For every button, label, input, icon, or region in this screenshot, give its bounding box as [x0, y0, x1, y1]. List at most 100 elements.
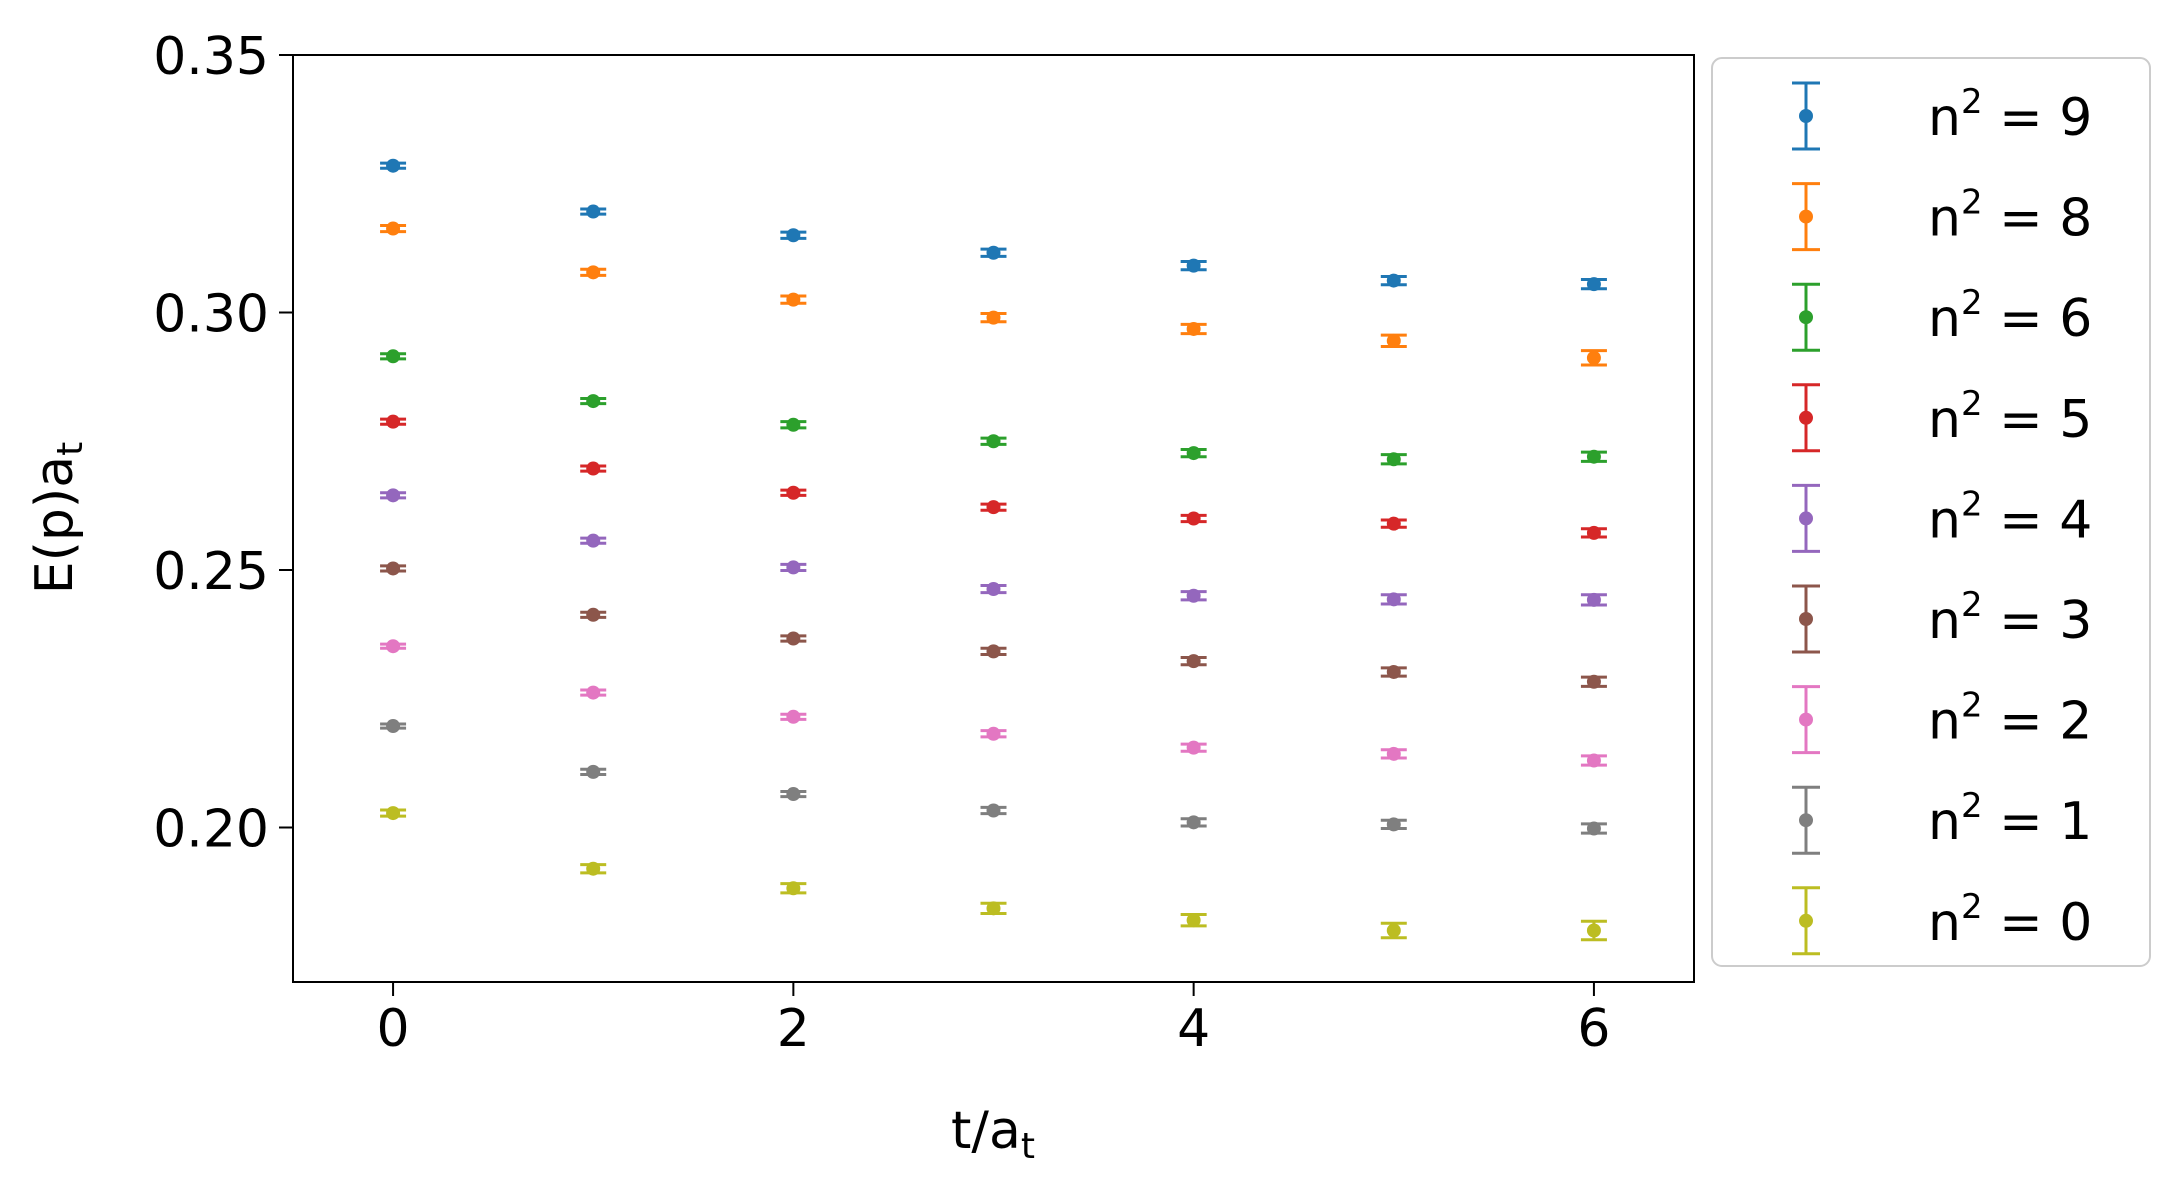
legend-label: n2 = 2 [1928, 686, 2092, 752]
plot-area [293, 55, 1694, 982]
data-point [1586, 592, 1601, 607]
data-point [586, 861, 601, 876]
series-0 [380, 158, 1607, 292]
data-point [1586, 449, 1601, 464]
data-point [386, 561, 401, 576]
legend-marker [1799, 612, 1813, 626]
series-1 [380, 221, 1607, 367]
y-tick-label: 0.35 [153, 27, 269, 87]
data-point [586, 533, 601, 548]
data-point [986, 434, 1001, 449]
legend-entry: n2 = 1 [1792, 785, 2092, 855]
y-axis-ticks: 0.20 0.25 0.30 0.35 [153, 27, 293, 860]
data-point [1186, 321, 1201, 336]
data-point [1186, 511, 1201, 526]
x-axis-ticks: 0 2 4 6 [377, 982, 1610, 1059]
legend-label: n2 = 3 [1928, 585, 2092, 651]
data-point [1186, 913, 1201, 928]
plot-frame [292, 54, 1695, 983]
data-point [1386, 592, 1401, 607]
data-point [1586, 821, 1601, 836]
data-point [1386, 452, 1401, 467]
legend-entry: n2 = 9 [1792, 81, 2092, 151]
data-point [786, 787, 801, 802]
data-point [786, 417, 801, 432]
legend-marker [1799, 310, 1813, 325]
data-point [1386, 746, 1401, 761]
series-4 [380, 488, 1607, 607]
legend-entry: n2 = 2 [1792, 685, 2092, 755]
legend-marker [1799, 511, 1813, 526]
x-tick-label: 2 [777, 999, 810, 1059]
data-point [1386, 516, 1401, 531]
data-point [1386, 923, 1401, 938]
data-point [386, 158, 401, 173]
data-point [1586, 674, 1601, 689]
series-8 [380, 806, 1607, 942]
data-marks [380, 158, 1607, 942]
legend-entry: n2 = 3 [1792, 584, 2092, 654]
legend-entry: n2 = 8 [1792, 182, 2092, 252]
data-point [586, 204, 601, 219]
data-point [586, 607, 601, 622]
data-point [986, 901, 1001, 916]
y-tick-label: 0.25 [153, 542, 269, 602]
legend-marker [1799, 913, 1813, 928]
data-point [586, 764, 601, 779]
series-2 [380, 349, 1607, 467]
legend-entry: n2 = 0 [1792, 886, 2092, 956]
data-point [1186, 815, 1201, 830]
legend-marker [1799, 109, 1813, 123]
data-point [1586, 525, 1601, 540]
data-point [1386, 664, 1401, 679]
data-point [986, 726, 1001, 741]
data-point [1186, 446, 1201, 461]
data-point [786, 485, 801, 500]
data-point [1186, 258, 1201, 273]
legend-marker [1799, 209, 1813, 224]
data-point [386, 349, 401, 364]
data-point [786, 631, 801, 646]
data-point [1386, 273, 1401, 288]
data-point [386, 719, 401, 734]
data-point [386, 639, 401, 654]
data-point [986, 803, 1001, 818]
data-point [786, 709, 801, 724]
data-point [1586, 753, 1601, 768]
x-tick-label: 0 [377, 999, 410, 1059]
legend-label: n2 = 4 [1928, 484, 2092, 550]
legend-marker [1799, 410, 1813, 425]
data-point [586, 461, 601, 476]
data-point [1586, 923, 1601, 938]
data-point [1186, 654, 1201, 669]
data-point [1186, 588, 1201, 603]
legend-label: n2 = 0 [1928, 887, 2092, 953]
data-point [586, 394, 601, 409]
legend-label: n2 = 9 [1928, 82, 2092, 148]
x-tick-label: 6 [1577, 999, 1610, 1059]
data-point [586, 265, 601, 280]
legend-label: n2 = 8 [1928, 183, 2092, 249]
data-point [386, 488, 401, 503]
data-point [1586, 277, 1601, 292]
legend-frame [1711, 57, 2151, 967]
legend-label: n2 = 1 [1928, 786, 2092, 852]
series-3 [380, 414, 1607, 540]
legend-label: n2 = 5 [1928, 384, 2092, 450]
series-7 [380, 719, 1607, 836]
y-axis-label: E(p)at [25, 442, 91, 594]
data-point [386, 414, 401, 429]
legend-label: n2 = 6 [1928, 283, 2092, 349]
x-tick-label: 4 [1177, 999, 1210, 1059]
data-point [786, 292, 801, 307]
data-point [1586, 350, 1601, 365]
x-axis-label: t/at [951, 1101, 1035, 1167]
y-tick-label: 0.30 [153, 285, 269, 345]
legend-entry: n2 = 6 [1792, 282, 2092, 352]
data-point [786, 228, 801, 243]
legend-marker [1799, 712, 1813, 727]
y-tick-label: 0.20 [153, 800, 269, 860]
series-5 [380, 561, 1607, 689]
data-point [786, 560, 801, 575]
legend-entry: n2 = 4 [1792, 483, 2092, 553]
